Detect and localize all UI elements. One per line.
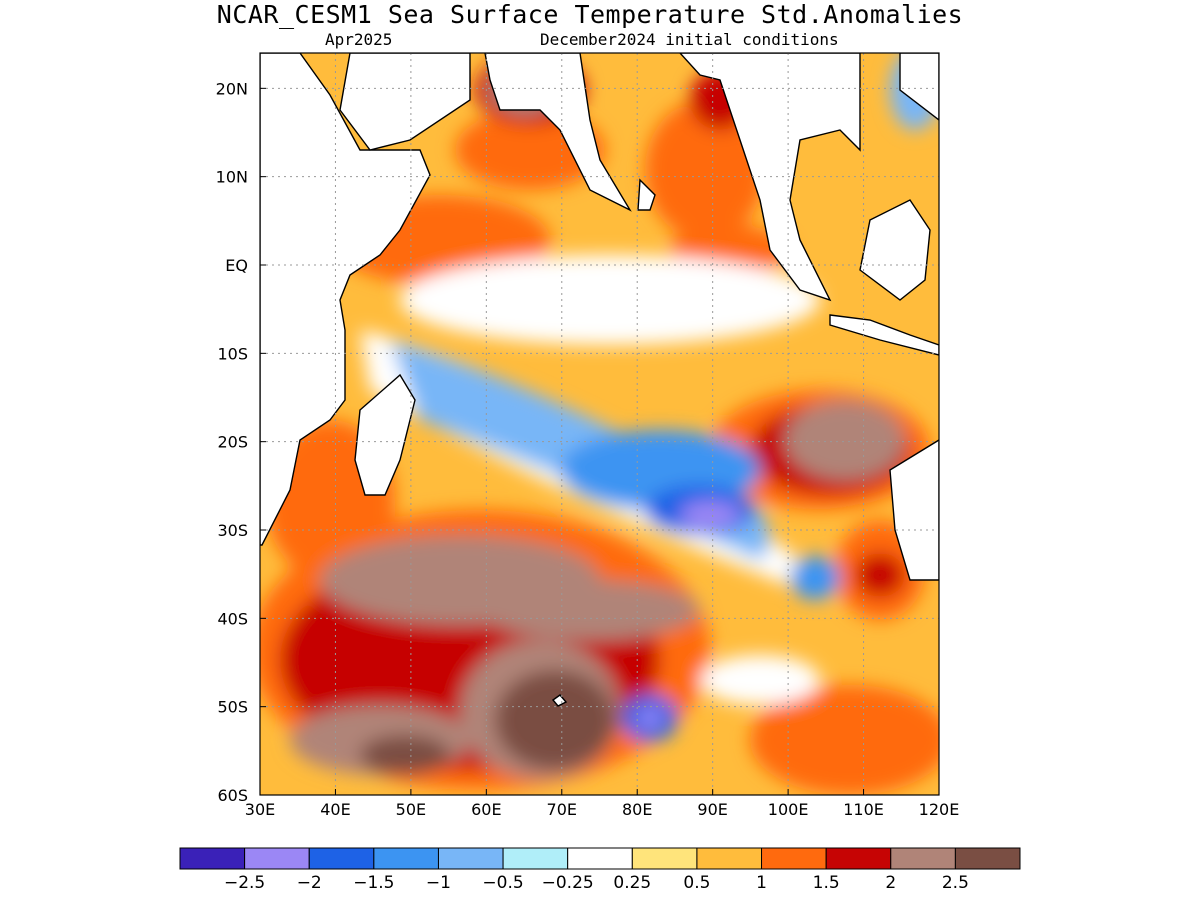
y-tick-label: 10N	[216, 168, 248, 187]
africa-landmass	[260, 53, 431, 546]
anomaly-region-south-east	[750, 685, 939, 795]
anomaly-region-strong-east-30s	[855, 553, 905, 597]
anomaly-region-coldest-core	[680, 501, 740, 529]
x-tick-label: 30E	[245, 800, 275, 819]
colorbar-label: 0.25	[613, 873, 651, 893]
anomaly-region-bay-of-bengal	[645, 100, 765, 240]
india-landmass	[484, 53, 632, 212]
colorbar-swatch	[696, 847, 763, 870]
y-tick-label: 20N	[216, 79, 248, 98]
colorbar-swatch	[244, 847, 310, 870]
anomaly-region-brown-40s	[480, 580, 700, 640]
colorbar-swatch	[761, 847, 827, 870]
colorbar-label: −0.5	[482, 873, 523, 893]
y-tick-label: 50S	[217, 698, 248, 717]
colorbar-label: −2	[297, 873, 322, 893]
x-axis: 30E 40E 50E 60E 70E 80E 90E 100E 110E 120E	[245, 789, 960, 819]
colorbar-label: −1	[426, 873, 451, 893]
colorbar-label: −2.5	[224, 873, 265, 893]
java-landmass	[829, 314, 939, 356]
colorbar-swatch	[308, 847, 375, 870]
colorbar-label: 1	[756, 873, 767, 893]
colorbar-label: −1.5	[353, 873, 394, 893]
colorbar-swatch	[502, 847, 569, 870]
colorbar-label: 0.5	[683, 873, 710, 893]
x-tick-label: 80E	[622, 800, 652, 819]
colorbar-swatch	[437, 847, 504, 870]
anomaly-region-darkbrown-50s	[495, 670, 615, 770]
east-asia-landmass	[899, 53, 939, 121]
initial-conditions-label: December2024 initial conditions	[540, 30, 839, 49]
anomaly-region-coldest-eddy-50s	[638, 708, 662, 728]
colorbar: −2.5 −2 −1.5 −1 −0.5 −0.25 0.25 0.5 1 1.5 2 2.5	[179, 847, 1021, 893]
y-tick-label: 10S	[217, 344, 248, 363]
x-tick-label: 70E	[547, 800, 577, 819]
colorbar-label: 2.5	[942, 873, 969, 893]
anomaly-field	[260, 53, 939, 795]
australia-landmass	[889, 439, 939, 581]
x-tick-label: 40E	[320, 800, 350, 819]
x-tick-label: 90E	[697, 800, 727, 819]
forecast-month-label: Apr2025	[325, 30, 393, 49]
y-tick-label: 60S	[217, 786, 248, 805]
colorbar-swatch	[567, 847, 633, 870]
madagascar-landmass	[354, 373, 416, 496]
x-tick-label: 50E	[396, 800, 426, 819]
kerguelen-island	[551, 694, 568, 707]
colorbar-label: 2	[885, 873, 896, 893]
colorbar-swatch	[373, 847, 439, 870]
y-tick-label: EQ	[225, 256, 248, 275]
map-gridlines	[260, 53, 939, 795]
anomaly-region-neutral-equatorial	[400, 255, 820, 345]
anomaly-region-brown-west-australia	[785, 400, 905, 480]
map-frame	[259, 52, 940, 796]
chart-title: NCAR_CESM1 Sea Surface Temperature Std.A…	[216, 0, 964, 29]
colorbar-swatch	[631, 847, 698, 870]
anomaly-region-darkbrown-55s	[360, 735, 450, 775]
x-tick-label: 60E	[471, 800, 501, 819]
x-tick-label: 110E	[843, 800, 884, 819]
sri-lanka-landmass	[637, 178, 656, 211]
arabia-landmass	[339, 53, 471, 151]
colorbar-label: 1.5	[813, 873, 840, 893]
colorbar-swatch	[179, 847, 246, 870]
x-tick-label: 120E	[919, 800, 960, 819]
colorbar-label: −0.25	[542, 873, 594, 893]
y-tick-label: 40S	[217, 609, 248, 628]
borneo-landmass	[859, 199, 931, 301]
y-axis: 20N 10N EQ 10S 20S 30S 40S 50S 60S	[216, 79, 266, 805]
anomaly-region-cool-eddy	[790, 556, 840, 600]
y-tick-label: 20S	[217, 433, 248, 452]
colorbar-swatch	[825, 847, 892, 870]
colorbar-swatch	[890, 847, 956, 870]
x-tick-label: 100E	[768, 800, 809, 819]
colorbar-swatch	[954, 847, 1021, 870]
anomaly-region-neutral-south	[700, 655, 820, 705]
y-tick-label: 30S	[217, 521, 248, 540]
